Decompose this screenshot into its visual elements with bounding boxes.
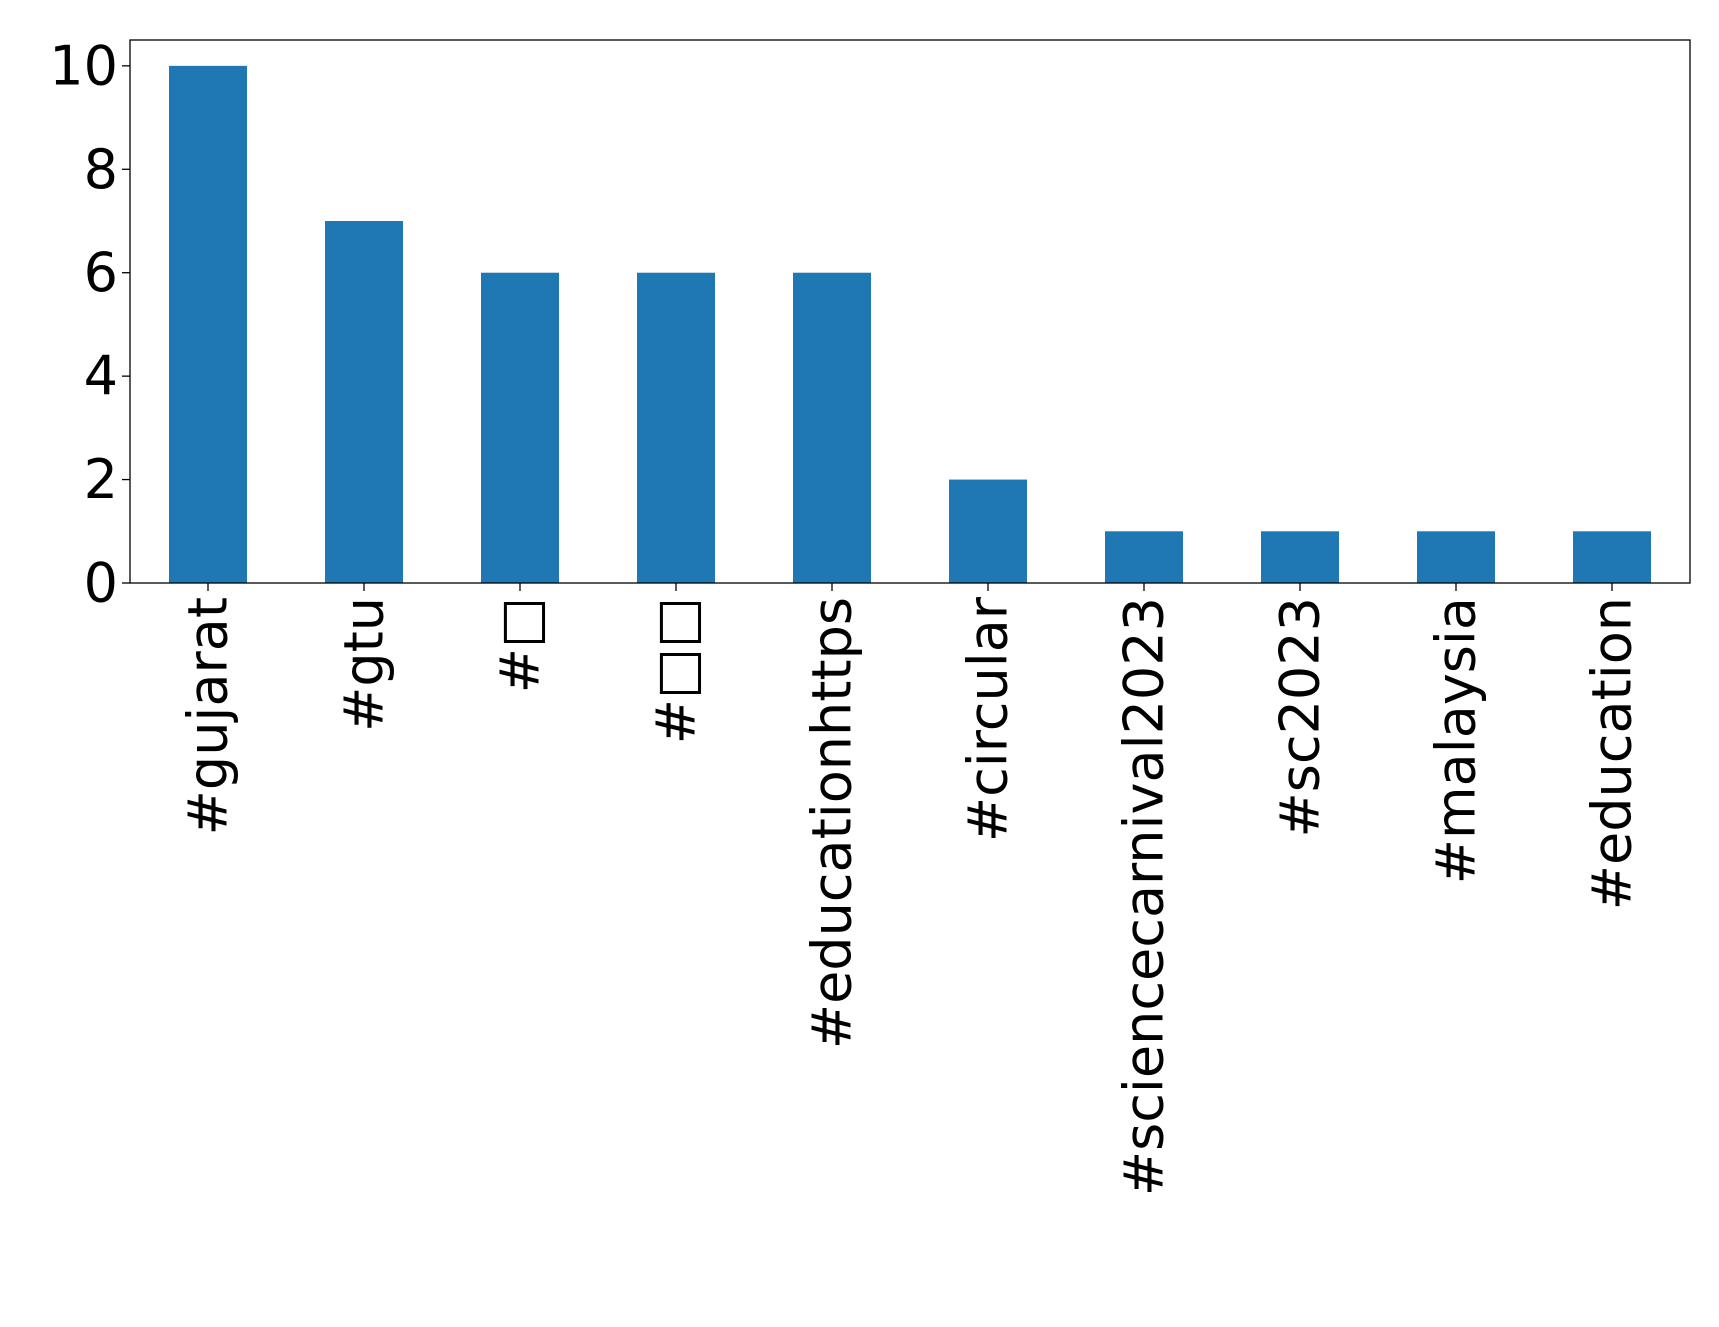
bar-4 xyxy=(637,272,715,583)
bar-8 xyxy=(1261,531,1339,583)
x-tick-label: #gujarat xyxy=(177,597,240,835)
x-tick-label: #gtu xyxy=(333,597,396,732)
bar-1 xyxy=(169,65,247,584)
bar-5 xyxy=(793,272,871,583)
x-tick-label: #□ xyxy=(489,597,552,693)
bar-7 xyxy=(1105,531,1183,583)
y-axis-ticks: 0 2 4 6 8 10 xyxy=(49,34,130,615)
y-tick-label: 4 xyxy=(84,345,118,408)
bar-6 xyxy=(949,479,1027,583)
bars-layer xyxy=(169,65,1651,584)
x-tick-label: #circular xyxy=(957,596,1020,842)
x-tick-label: #educationhttps xyxy=(801,597,864,1049)
bar-3 xyxy=(481,272,559,583)
bar-9 xyxy=(1417,531,1495,583)
y-tick-label: 0 xyxy=(84,552,118,615)
y-tick-label: 2 xyxy=(84,448,118,511)
x-tick-label: #malaysia xyxy=(1425,597,1488,884)
bar-2 xyxy=(325,221,403,583)
y-tick-label: 10 xyxy=(49,34,118,97)
x-tick-label: #education xyxy=(1581,597,1644,910)
bar-10 xyxy=(1573,531,1651,583)
axes-layer xyxy=(129,39,1691,584)
x-axis-ticks: #gujarat #gtu #□ #□□ #educationhttps #circula… xyxy=(177,583,1644,1196)
x-tick-label: #sciencecarnival2023 xyxy=(1113,597,1176,1196)
x-tick-label: #sc2023 xyxy=(1269,597,1332,838)
plot-frame xyxy=(129,39,1691,584)
x-tick-label: #□□ xyxy=(645,597,708,744)
y-tick-label: 8 xyxy=(84,138,118,201)
y-tick-label: 6 xyxy=(84,241,118,304)
